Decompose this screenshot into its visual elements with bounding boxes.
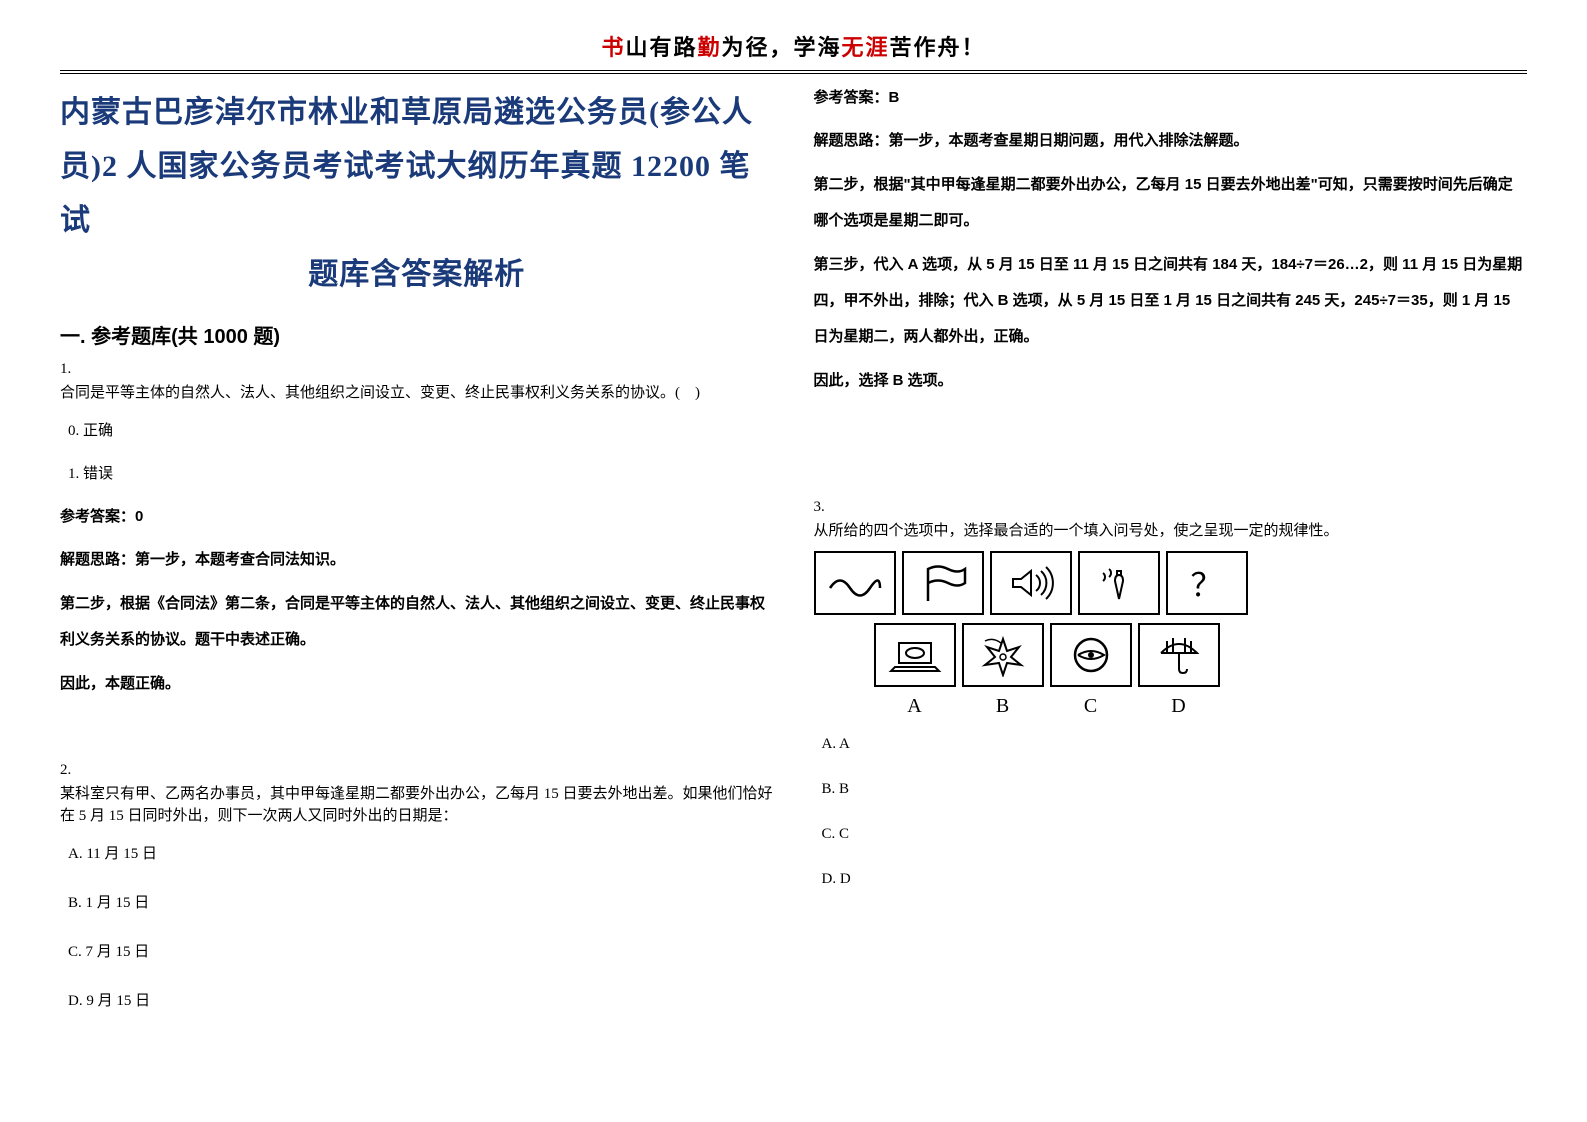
explanation: 因此，选择 B 选项。 (814, 363, 1528, 399)
figure-row-question: ？ (814, 551, 1528, 615)
star-icon (973, 633, 1033, 677)
motto-text: 山有路 (625, 35, 697, 60)
header-rule-thin (60, 73, 1527, 74)
header-rule-thick (60, 70, 1527, 71)
figure-label: C (1050, 695, 1132, 718)
figure-container: ？ A (814, 551, 1528, 718)
question-number: 3. (814, 499, 1528, 516)
laptop-icon (885, 633, 945, 677)
speaker-icon (1001, 561, 1061, 605)
figure-cell-question: ？ (1166, 551, 1248, 615)
figure-row-options (874, 623, 1528, 687)
question-number: 2. (60, 762, 774, 779)
motto-char-red: 书 (601, 35, 625, 60)
option: D. 9 月 15 日 (60, 989, 774, 1010)
option: A. 11 月 15 日 (60, 842, 774, 863)
explanation: 第三步，代入 A 选项，从 5 月 15 日至 11 月 15 日之间共有 18… (814, 247, 1528, 355)
figure-cell (990, 551, 1072, 615)
motto-text: 为径，学海 (722, 35, 842, 60)
explanation: 解题思路：第一步，本题考查星期日期问题，用代入排除法解题。 (814, 123, 1528, 159)
option: C. C (814, 826, 1528, 843)
option: C. 7 月 15 日 (60, 940, 774, 961)
title-line: 题库含答案解析 (60, 248, 774, 302)
option: 0. 正确 (60, 419, 774, 440)
explanation: 第二步，根据《合同法》第二条，合同是平等主体的自然人、法人、其他组织之间设立、变… (60, 586, 774, 658)
page-container: 书山有路勤为径，学海无涯苦作舟！ 内蒙古巴彦淖尔市林业和草原局遴选公务员(参公人… (0, 0, 1587, 1122)
figure-label: B (962, 695, 1044, 718)
explanation: 解题思路：第一步，本题考查合同法知识。 (60, 542, 774, 578)
option: D. D (814, 871, 1528, 888)
title-line: 员)2 人国家公务员考试考试大纲历年真题 12200 笔试 (60, 140, 774, 248)
figure-cell (1078, 551, 1160, 615)
motto-char-red: 无涯 (842, 35, 890, 60)
figure-cell (962, 623, 1044, 687)
option: B. 1 月 15 日 (60, 891, 774, 912)
figure-label: A (874, 695, 956, 718)
question-text: 合同是平等主体的自然人、法人、其他组织之间设立、变更、终止民事权利义务关系的协议… (60, 382, 774, 405)
content-columns: 内蒙古巴彦淖尔市林业和草原局遴选公务员(参公人 员)2 人国家公务员考试考试大纲… (60, 86, 1527, 1032)
answer-label: 参考答案：0 (60, 505, 774, 526)
figure-cell (814, 551, 896, 615)
figure-labels: A B C D (874, 695, 1528, 718)
title-line: 内蒙古巴彦淖尔市林业和草原局遴选公务员(参公人 (60, 86, 774, 140)
figure-label: D (1138, 695, 1220, 718)
explanation: 因此，本题正确。 (60, 666, 774, 702)
motto-text: 苦作舟！ (890, 35, 986, 60)
figure-cell (902, 551, 984, 615)
flag-icon (913, 561, 973, 605)
page-header: 书山有路勤为径，学海无涯苦作舟！ (60, 30, 1527, 62)
explanation: 第二步，根据"其中甲每逢星期二都要外出办公，乙每月 15 日要去外地出差"可知，… (814, 167, 1528, 239)
answer-label: 参考答案：B (814, 86, 1528, 107)
column-right: 参考答案：B 解题思路：第一步，本题考查星期日期问题，用代入排除法解题。 第二步… (814, 86, 1528, 1032)
question-mark: ？ (1190, 560, 1222, 606)
section-header: 一. 参考题库(共 1000 题) (60, 320, 774, 349)
spray-icon (1089, 561, 1149, 605)
eye-ball-icon (1061, 633, 1121, 677)
question-text: 从所给的四个选项中，选择最合适的一个填入问号处，使之呈现一定的规律性。 (814, 520, 1528, 543)
figure-cell (874, 623, 956, 687)
question-number: 1. (60, 361, 774, 378)
wave-icon (825, 563, 885, 603)
motto-char-red: 勤 (697, 35, 721, 60)
document-title: 内蒙古巴彦淖尔市林业和草原局遴选公务员(参公人 员)2 人国家公务员考试考试大纲… (60, 86, 774, 302)
umbrella-icon (1149, 633, 1209, 677)
motto: 书山有路勤为径，学海无涯苦作舟！ (601, 35, 985, 60)
option: 1. 错误 (60, 462, 774, 483)
option: A. A (814, 736, 1528, 753)
column-left: 内蒙古巴彦淖尔市林业和草原局遴选公务员(参公人 员)2 人国家公务员考试考试大纲… (60, 86, 774, 1032)
figure-cell (1138, 623, 1220, 687)
option: B. B (814, 781, 1528, 798)
figure-cell (1050, 623, 1132, 687)
question-text: 某科室只有甲、乙两名办事员，其中甲每逢星期二都要外出办公，乙每月 15 日要去外… (60, 783, 774, 828)
